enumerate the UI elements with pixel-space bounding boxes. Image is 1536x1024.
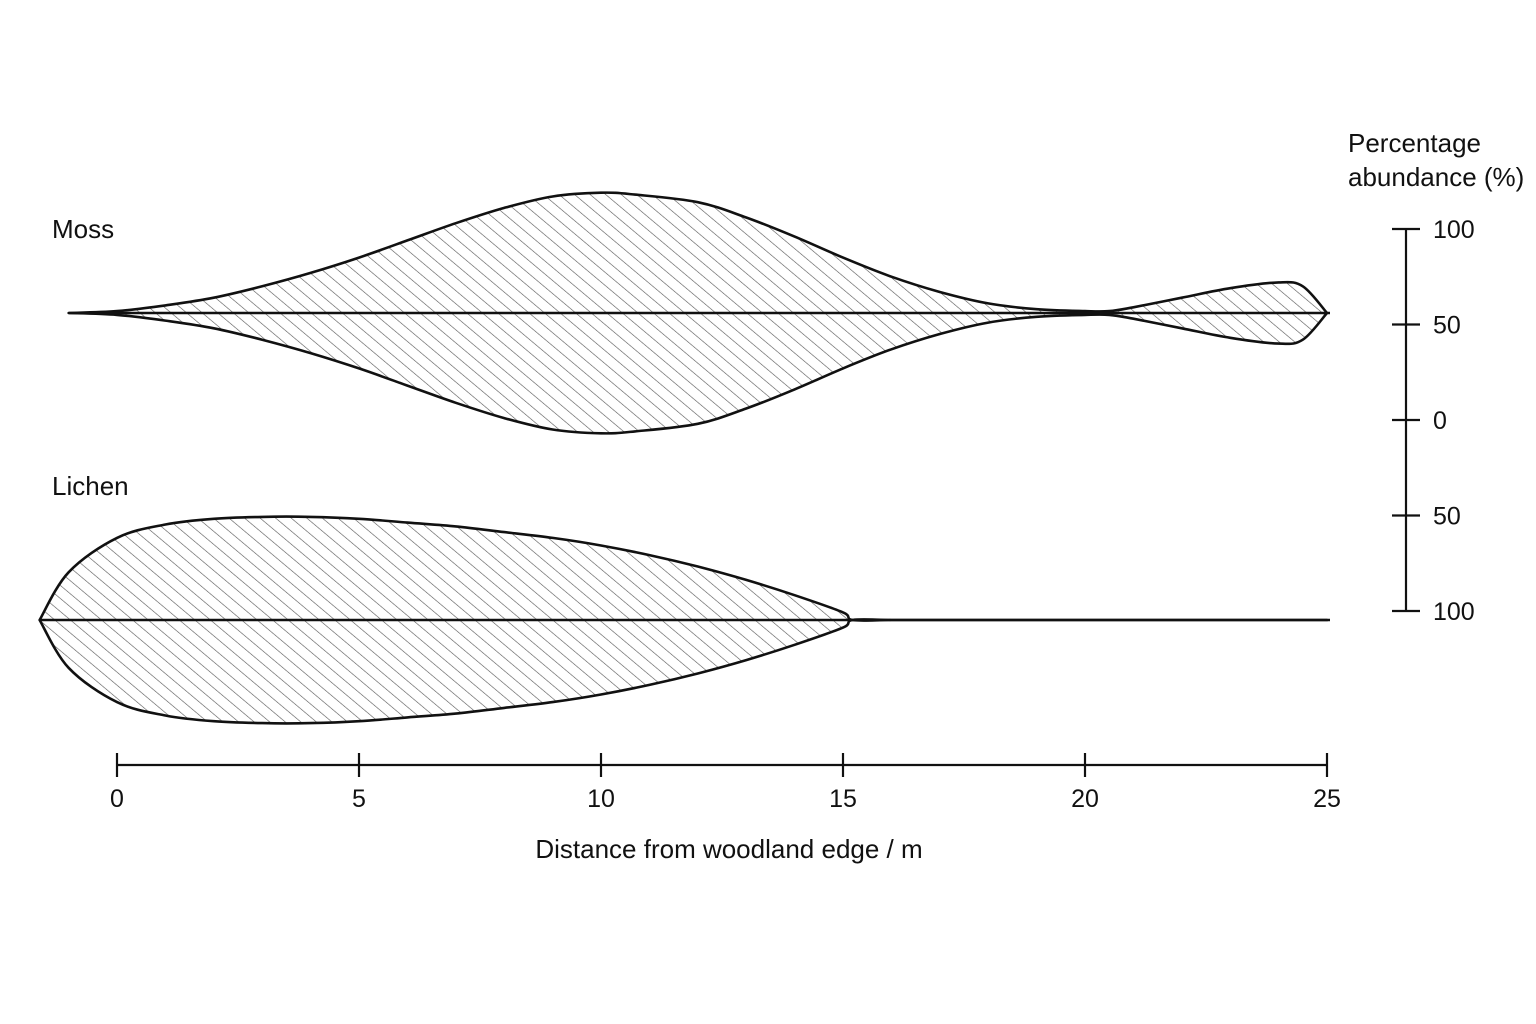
moss-label: Moss — [52, 214, 114, 244]
scale-tick-label-2: 0 — [1433, 407, 1447, 435]
scale-tick-label-0: 100 — [1433, 216, 1475, 244]
scale-tick-label-3: 50 — [1433, 503, 1461, 531]
x-tick-label-10: 10 — [587, 785, 615, 813]
scale-tick-label-1: 50 — [1433, 312, 1461, 340]
species-labels: Moss Lichen — [52, 214, 129, 501]
scale-title-line-1: Percentage — [1348, 128, 1481, 158]
x-tick-label-20: 20 — [1071, 785, 1099, 813]
x-tick-label-0: 0 — [110, 785, 124, 813]
x-tick-label-25: 25 — [1313, 785, 1341, 813]
x-axis: 0 5 10 15 20 25 Distance from woodland edge / … — [110, 753, 1341, 864]
x-tick-label-5: 5 — [352, 785, 366, 813]
scale-tick-label-4: 100 — [1433, 598, 1475, 626]
lichen-label: Lichen — [52, 471, 129, 501]
x-tick-label-15: 15 — [829, 785, 857, 813]
abundance-scale-bar: 100 50 0 50 100 Percentage abundance (%) — [1348, 128, 1524, 626]
kites-layer — [38, 191, 1330, 725]
scale-title-line-2: abundance (%) — [1348, 162, 1524, 192]
x-axis-title: Distance from woodland edge / m — [535, 834, 922, 864]
